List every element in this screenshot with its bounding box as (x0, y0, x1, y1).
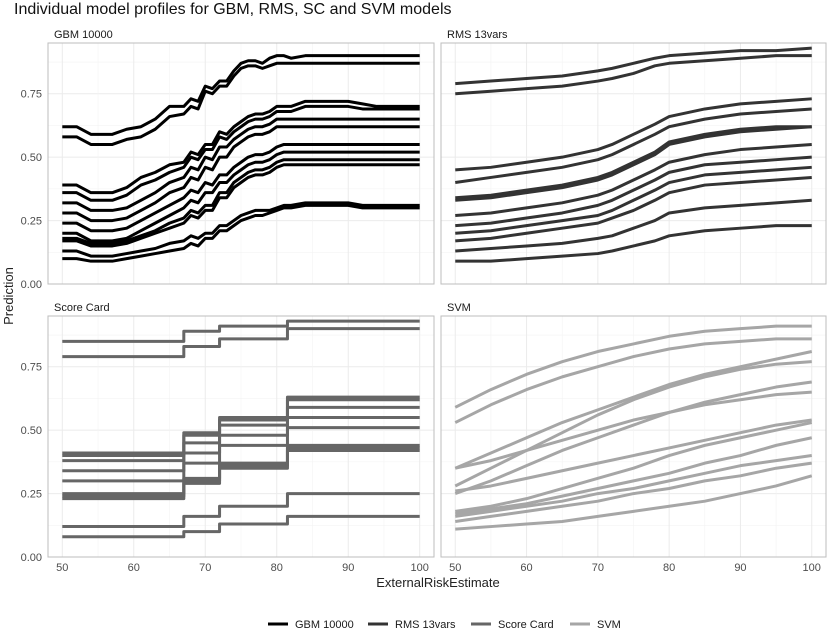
y-axis-label: Prediction (1, 267, 16, 325)
series-line (454, 380, 812, 495)
panel-border (440, 42, 827, 285)
panel-title: Score Card (54, 302, 110, 314)
series-line (62, 319, 420, 343)
x-tick-label: 70 (199, 562, 211, 574)
series-line (455, 46, 812, 86)
y-tick-label: 0.75 (21, 362, 42, 374)
series-line (455, 436, 813, 516)
gridlines (441, 316, 826, 558)
y-tick-label: 0.25 (21, 216, 42, 228)
series-line (455, 461, 812, 523)
legend-item-svm: SVM (570, 619, 621, 631)
series-line (454, 350, 813, 470)
series-line (455, 198, 812, 253)
legend-label: RMS 13vars (395, 619, 456, 631)
y-tick-label: 0.50 (21, 425, 42, 437)
legend: GBM 10000 RMS 13vars Score Card SVM (268, 619, 621, 631)
y-tick-label: 0.75 (21, 89, 42, 101)
series-line (62, 201, 420, 258)
series-line (455, 54, 812, 96)
legend-item-gbm: GBM 10000 (268, 619, 354, 631)
x-tick-label: 90 (734, 562, 746, 574)
x-tick-label: 60 (520, 562, 532, 574)
x-tick-label: 70 (592, 562, 604, 574)
legend-label: SVM (597, 619, 621, 631)
panel-border (47, 315, 435, 558)
series-line (62, 150, 420, 243)
panel-border (47, 42, 435, 285)
series-line (62, 99, 420, 195)
y-tick-label: 0.50 (21, 152, 42, 164)
x-tick-label: 100 (803, 562, 821, 574)
x-axis-label: ExternalRiskEstimate (376, 575, 500, 590)
x-tick-label: 50 (449, 562, 461, 574)
series-line (455, 224, 812, 263)
series-line (62, 514, 420, 539)
series-line (455, 107, 812, 185)
legend-item-sc: Score Card (471, 619, 554, 631)
panel-svm: SVM 50 60 70 80 90 100 (440, 302, 827, 574)
series-line (455, 165, 812, 235)
series-line (62, 327, 420, 359)
panel-rms: RMS 13vars (440, 29, 827, 285)
chart-title: Individual model profiles for GBM, RMS, … (14, 1, 452, 18)
x-tick-label: 50 (56, 562, 68, 574)
panel-title: GBM 10000 (54, 29, 113, 41)
legend-label: Score Card (498, 619, 554, 631)
series-line (455, 474, 813, 531)
series-line (455, 421, 813, 513)
facet-panels: GBM 10000 0.00 0.25 0.50 0.75 RMS 13vars Score… (21, 29, 827, 574)
series-line (62, 117, 420, 212)
series-line (62, 492, 420, 529)
legend-label: GBM 10000 (295, 619, 354, 631)
series-line (62, 54, 420, 136)
series-line (455, 142, 812, 218)
series-line (62, 203, 420, 263)
series-line (62, 448, 420, 501)
series-line (62, 163, 420, 248)
series-line (455, 97, 812, 172)
series-line (455, 454, 812, 518)
panel-title: RMS 13vars (447, 29, 508, 41)
series-line (455, 125, 812, 202)
legend-item-rms: RMS 13vars (368, 619, 456, 631)
panel-title: SVM (447, 302, 471, 314)
series-line (454, 360, 812, 488)
x-tick-label: 100 (411, 562, 429, 574)
x-tick-label: 80 (663, 562, 675, 574)
series-line (62, 125, 420, 223)
series-line (454, 324, 812, 409)
series-line (455, 418, 812, 493)
series-line (62, 142, 420, 233)
panel-sc: Score Card 0.00 0.25 0.50 0.75 50 60 70 80 90 100 (21, 302, 435, 574)
series-line (62, 104, 420, 202)
series-line (454, 337, 812, 424)
x-tick-label: 60 (128, 562, 140, 574)
x-tick-label: 80 (271, 562, 283, 574)
series-line (455, 175, 812, 243)
y-tick-label: 0.00 (21, 279, 42, 291)
panel-gbm: GBM 10000 0.00 0.25 0.50 0.75 (21, 29, 435, 291)
y-tick-label: 0.00 (21, 552, 42, 564)
series-line (455, 155, 812, 228)
series-line (62, 61, 420, 146)
panel-border (440, 315, 827, 558)
y-tick-label: 0.25 (21, 489, 42, 501)
x-tick-label: 90 (342, 562, 354, 574)
series-line (62, 158, 420, 245)
series-line (455, 125, 812, 200)
series-line (454, 390, 812, 470)
